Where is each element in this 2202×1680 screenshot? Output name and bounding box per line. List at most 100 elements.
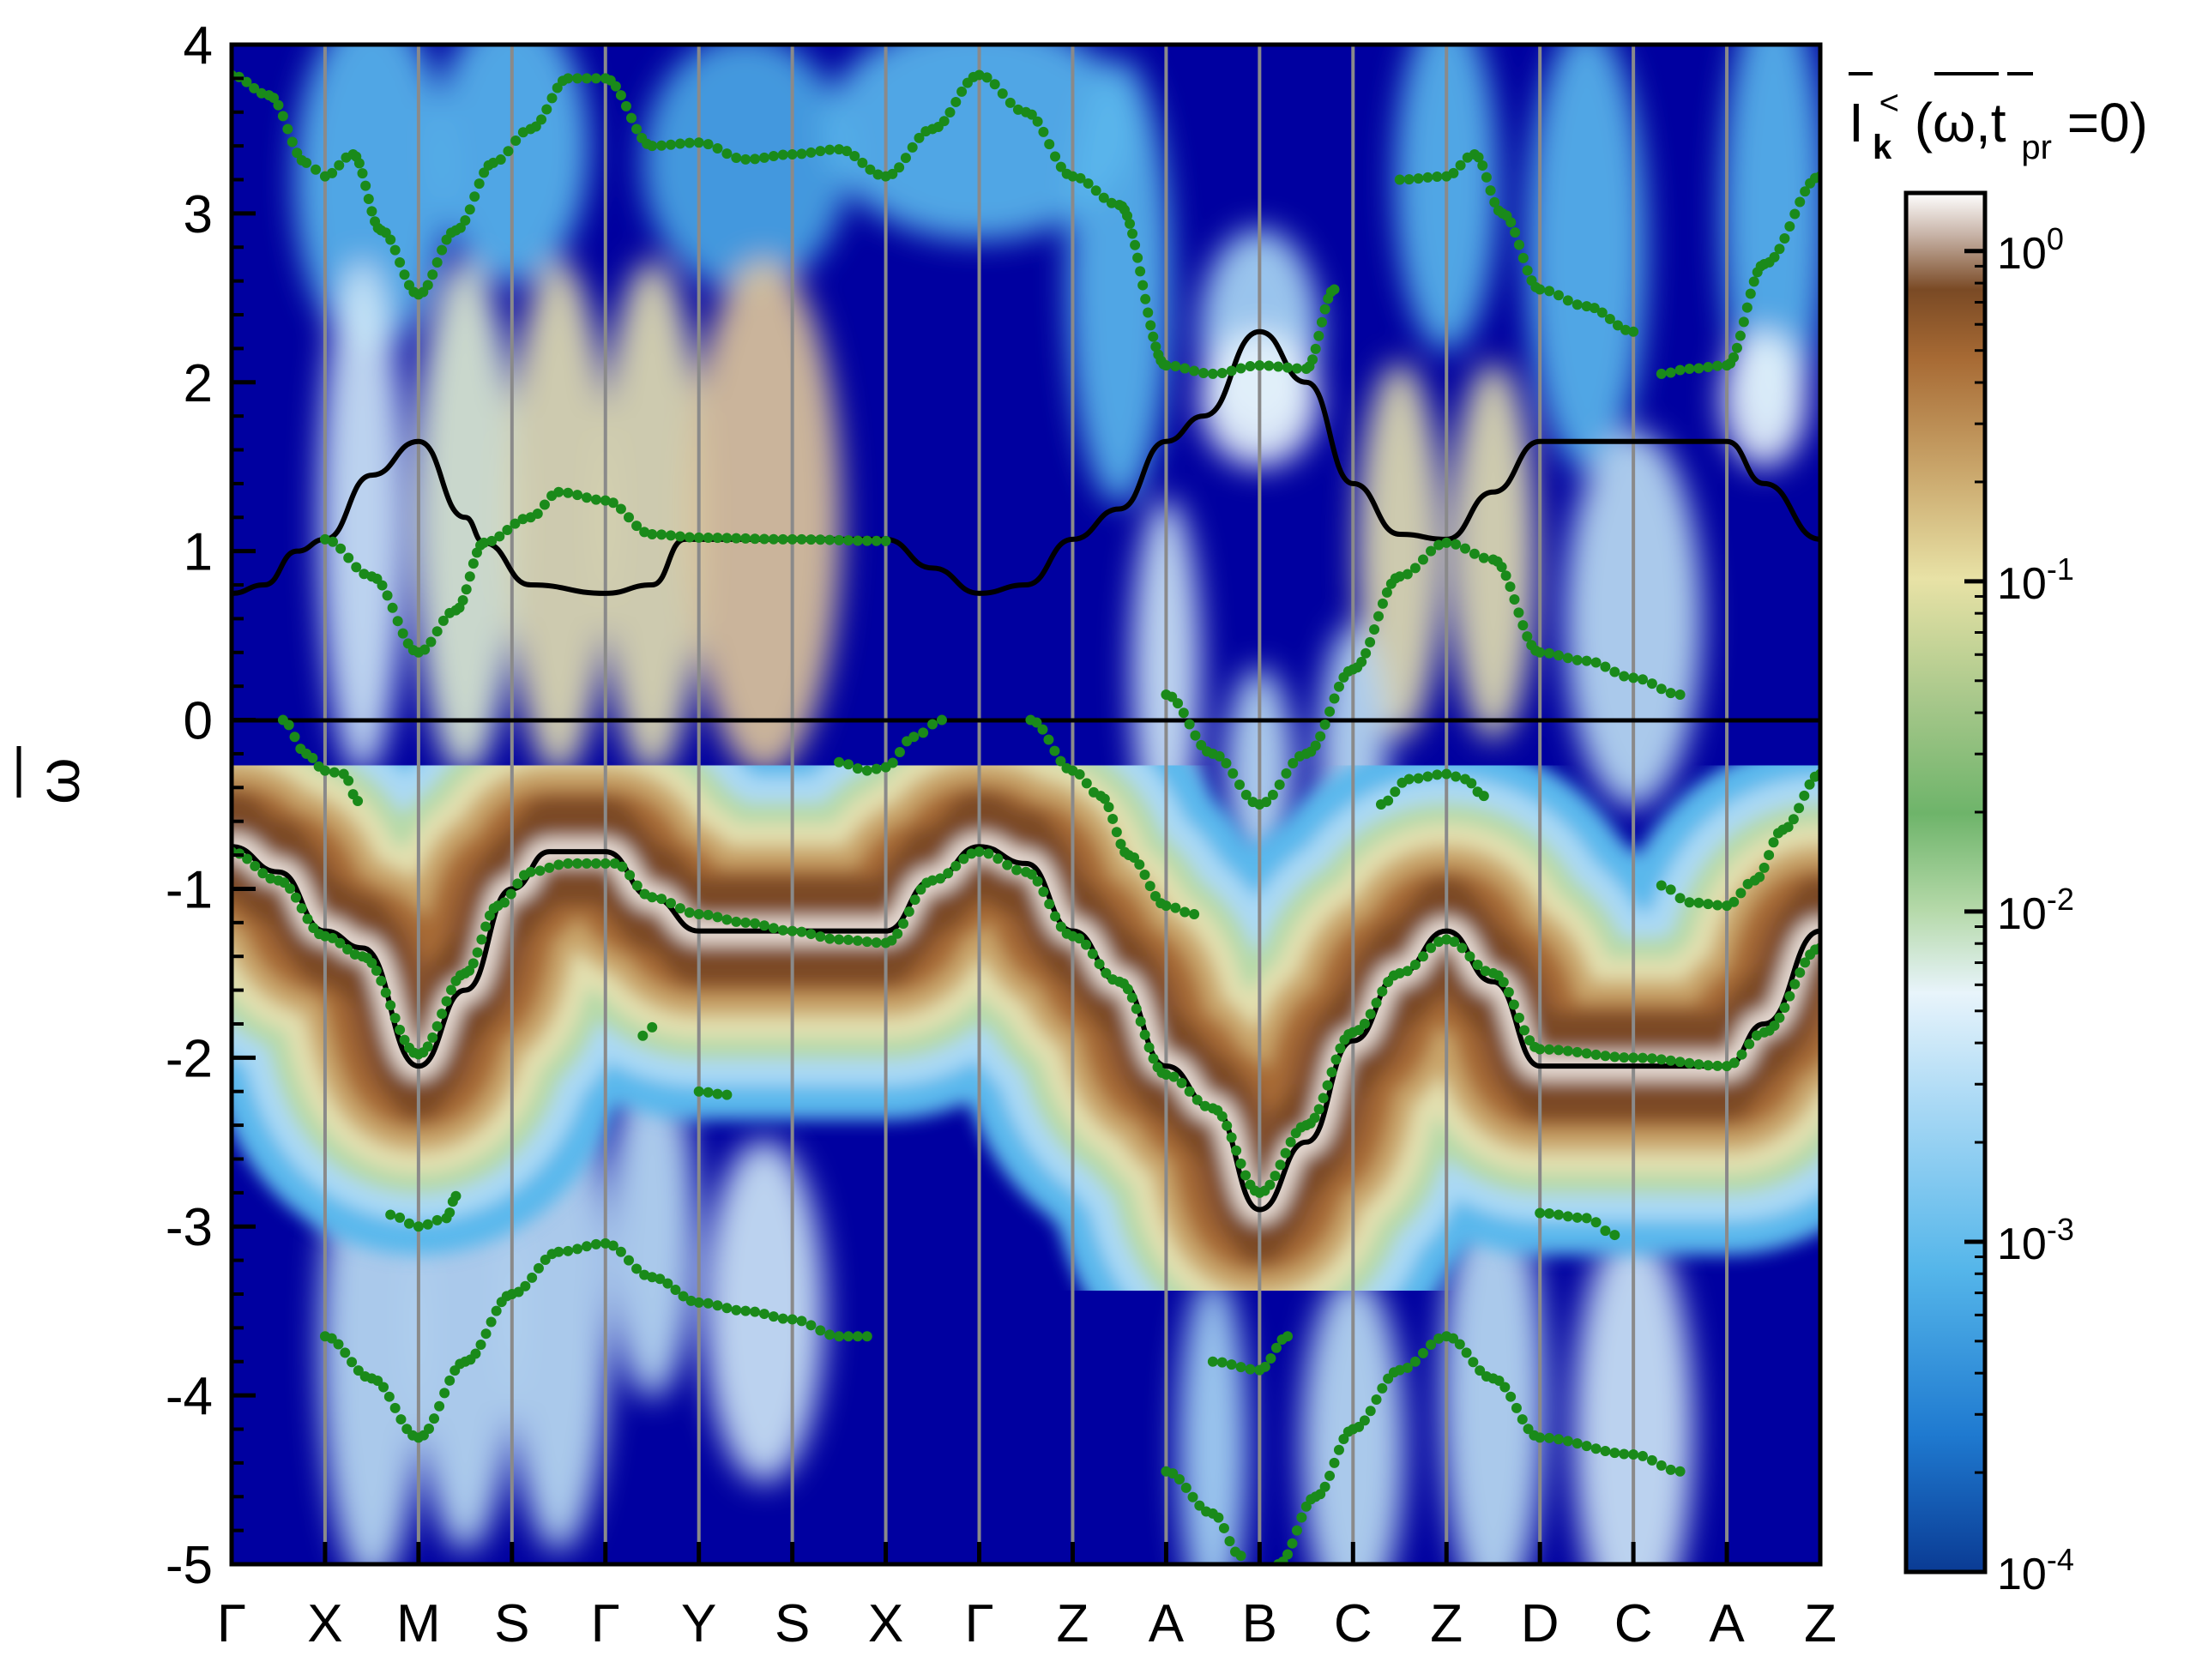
green-dot [290, 892, 301, 903]
green-dot [1684, 897, 1695, 908]
green-dot [285, 883, 296, 894]
green-dot [1245, 1364, 1256, 1375]
colorbar-tick-label: 10-3 [1997, 1212, 2074, 1269]
green-dot [1409, 960, 1421, 971]
green-dot [1505, 217, 1517, 228]
green-dot-series [1273, 1331, 1686, 1564]
green-dot [927, 875, 938, 886]
green-dot [572, 1243, 583, 1255]
green-dot [834, 756, 845, 768]
green-dot [639, 1269, 650, 1280]
green-dot [1309, 1112, 1320, 1123]
green-dot [750, 1306, 761, 1317]
green-dot [1161, 900, 1172, 912]
green-dot [693, 1297, 704, 1308]
green-dot [287, 136, 298, 148]
green-dot [842, 146, 853, 157]
green-dot [1329, 1457, 1340, 1468]
green-dot [631, 123, 643, 135]
green-dot [347, 1357, 358, 1368]
green-dot [666, 530, 677, 541]
green-dot [1498, 977, 1509, 988]
green-dot [1002, 859, 1013, 870]
green-dot [815, 1325, 826, 1336]
green-dot [333, 1339, 344, 1350]
green-dot [1235, 1158, 1246, 1169]
green-dot [457, 595, 468, 606]
green-dot [1132, 252, 1143, 263]
green-dot [631, 1263, 643, 1274]
green-dot [1170, 902, 1181, 913]
green-dot [1330, 1054, 1342, 1065]
green-dot [1101, 967, 1112, 978]
k-point-label: Z [1057, 1594, 1089, 1653]
green-dot [1173, 698, 1184, 709]
colorbar-ticks: 100 10-1 10-2 10-3 10-4 [1964, 221, 2074, 1599]
green-dot [376, 975, 387, 986]
green-dot [871, 763, 882, 774]
green-dot [1324, 1470, 1336, 1481]
green-dot [1099, 793, 1110, 804]
green-dot [413, 1221, 424, 1232]
green-dot [1562, 295, 1573, 306]
green-dot [1628, 672, 1639, 683]
green-dot [712, 1088, 723, 1099]
green-dot [572, 858, 583, 869]
green-dot [1216, 367, 1228, 378]
green-dot [1265, 1352, 1276, 1364]
green-dot [1130, 239, 1141, 250]
green-dot [360, 180, 371, 191]
green-dot [1638, 674, 1649, 685]
green-dot [1800, 186, 1811, 197]
green-dot [1198, 367, 1209, 378]
green-dot [499, 897, 510, 908]
green-dot [437, 615, 449, 626]
green-dot [1774, 244, 1785, 255]
green-dot [1712, 900, 1723, 911]
green-dot [1736, 1049, 1747, 1060]
green-dot [1609, 1051, 1620, 1063]
green-dot [1319, 1481, 1330, 1492]
green-dot [1480, 966, 1491, 977]
green-dot [1282, 362, 1294, 373]
green-dot [249, 82, 260, 93]
green-dot [335, 937, 346, 948]
green-dot [615, 503, 626, 515]
green-dot [1789, 978, 1801, 990]
green-dot [1544, 286, 1555, 297]
intensity-blob [609, 1055, 696, 1399]
green-dot [474, 178, 485, 190]
green-dot [865, 164, 876, 175]
green-dot [1170, 361, 1181, 372]
green-dot [1213, 1512, 1224, 1523]
green-dot [647, 1272, 658, 1283]
green-dot [437, 244, 448, 256]
green-dot [1600, 1445, 1611, 1456]
green-dot [385, 1000, 396, 1011]
green-dot [843, 1331, 854, 1342]
y-tick-label: -1 [166, 860, 213, 919]
green-dot [1137, 280, 1149, 291]
green-dot [1310, 343, 1321, 354]
green-dot [768, 533, 779, 545]
green-dot [1218, 1522, 1229, 1533]
k-point-label: X [868, 1594, 903, 1653]
green-dot [1222, 1120, 1233, 1131]
green-dot [1674, 893, 1686, 904]
green-dot [353, 158, 365, 169]
green-dot [1191, 1094, 1203, 1105]
green-dot [1768, 837, 1779, 848]
green-dot [1513, 1012, 1524, 1023]
green-dot [1324, 706, 1336, 717]
green-dot [894, 162, 905, 173]
green-dot [1553, 1434, 1564, 1445]
green-dot [750, 918, 761, 929]
green-dot [871, 535, 882, 546]
green-dot-series [1375, 768, 1489, 810]
green-dot [678, 1291, 689, 1302]
green-dot [1734, 330, 1746, 341]
green-dot [468, 958, 479, 969]
green-dot [768, 1311, 779, 1322]
green-dot [1377, 1382, 1388, 1394]
green-dot [750, 533, 761, 545]
